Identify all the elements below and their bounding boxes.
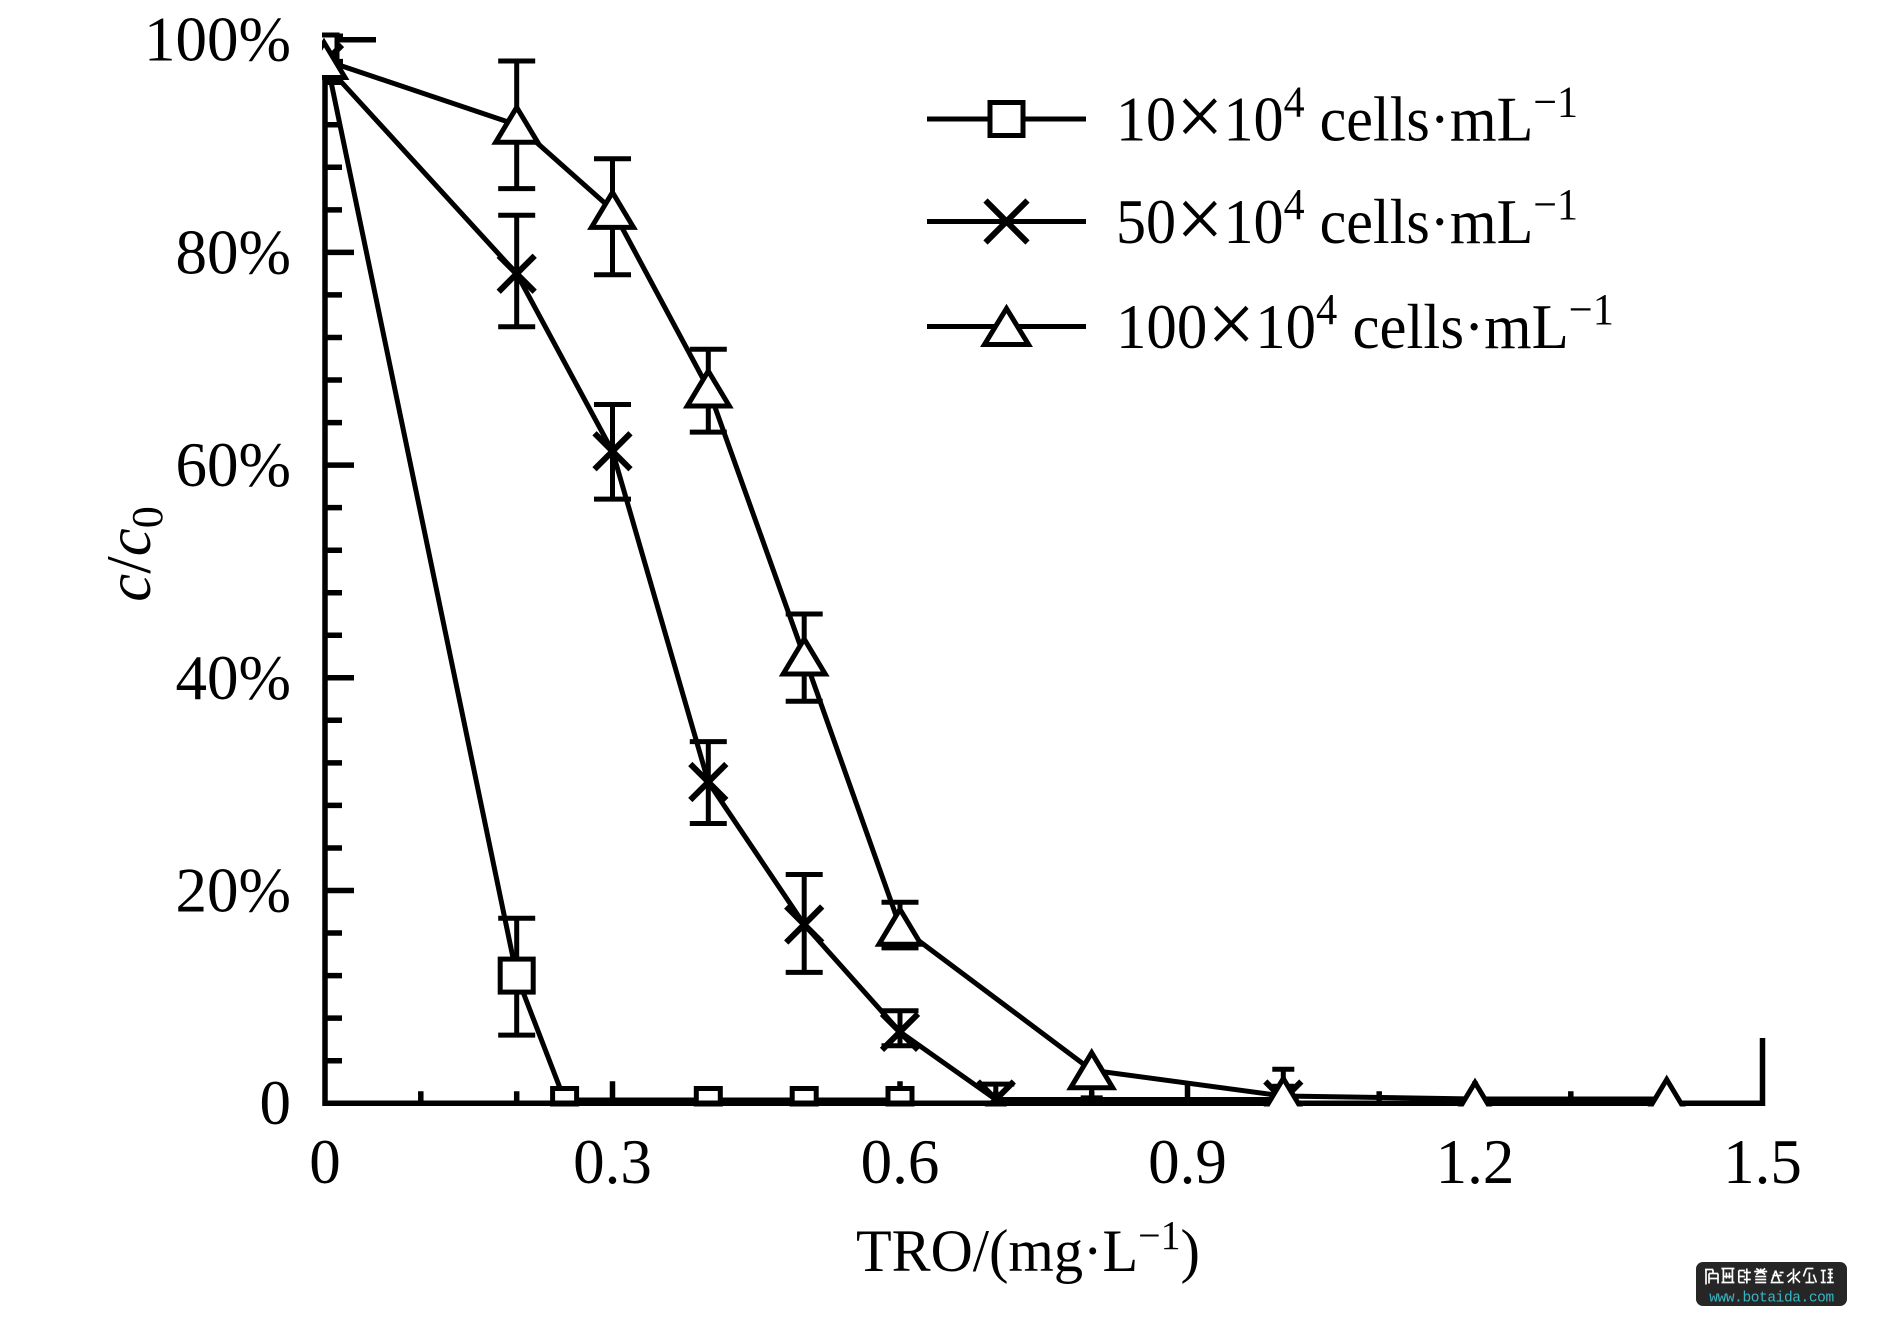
svg-text:100×104 cells·mL−1: 100×104 cells·mL−1 <box>1116 276 1614 373</box>
svg-text:c/c0: c/c0 <box>94 506 172 601</box>
svg-text:0: 0 <box>309 1127 341 1197</box>
svg-text:20%: 20% <box>176 856 291 926</box>
svg-text:www.botaida.com: www.botaida.com <box>1709 1291 1834 1307</box>
svg-text:0.9: 0.9 <box>1148 1127 1227 1197</box>
svg-text:40%: 40% <box>176 643 291 713</box>
svg-text:10×104 cells·mL−1: 10×104 cells·mL−1 <box>1116 69 1578 166</box>
svg-text:50×104 cells·mL−1: 50×104 cells·mL−1 <box>1116 171 1578 268</box>
svg-text:1.5: 1.5 <box>1723 1127 1802 1197</box>
svg-text:80%: 80% <box>176 217 291 287</box>
svg-text:0: 0 <box>260 1068 292 1138</box>
svg-text:0.6: 0.6 <box>861 1127 940 1197</box>
svg-text:0.3: 0.3 <box>573 1127 652 1197</box>
svg-text:60%: 60% <box>176 430 291 500</box>
svg-text:100%: 100% <box>144 5 291 75</box>
svg-text:1.2: 1.2 <box>1436 1127 1515 1197</box>
